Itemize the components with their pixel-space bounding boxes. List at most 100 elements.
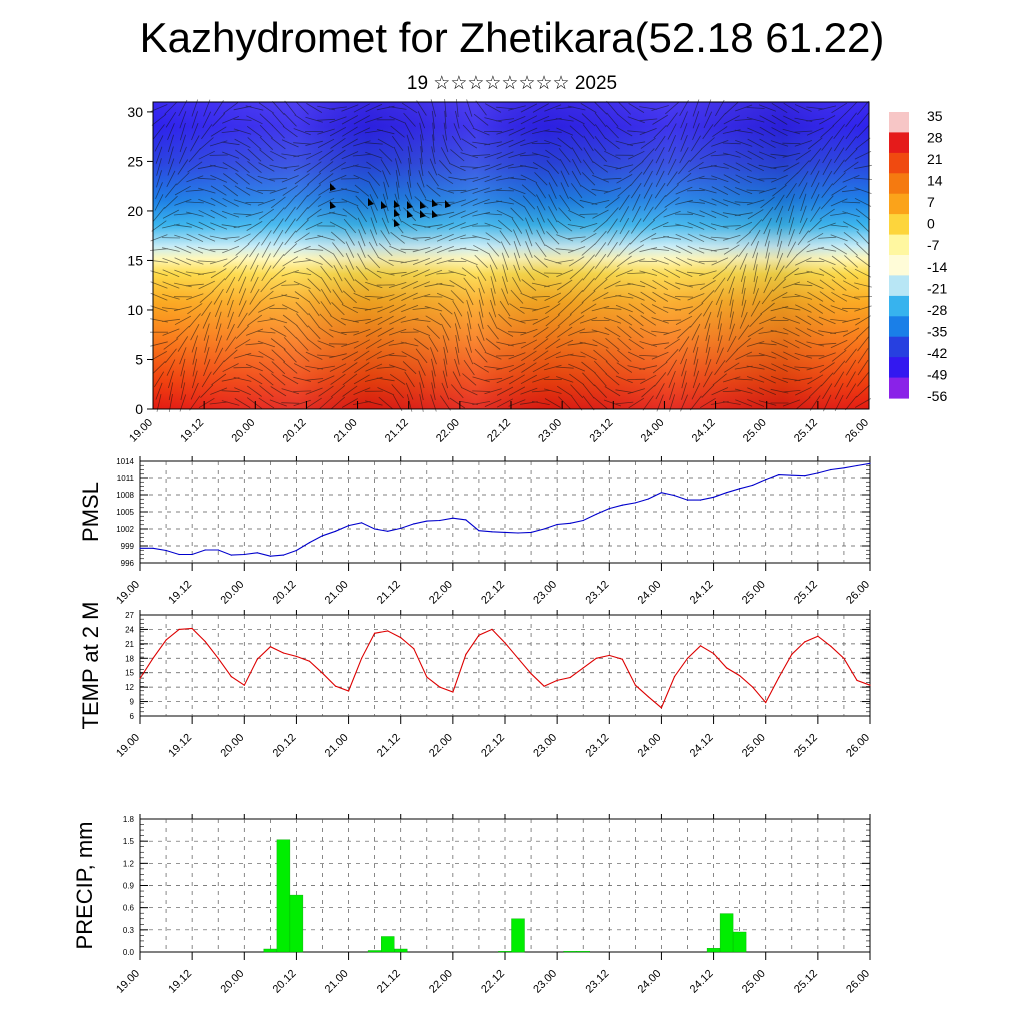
wind-barb (496, 327, 514, 337)
wind-barb (432, 134, 435, 153)
wind-barb (547, 170, 558, 187)
wind-barb (842, 293, 860, 300)
wind-barb (533, 338, 549, 350)
wind-barb (406, 134, 413, 153)
wind-barb (651, 248, 670, 251)
wind-barb (615, 269, 633, 277)
wind-barb (699, 270, 717, 276)
wind-barb (698, 177, 717, 180)
wind-barb (513, 264, 521, 282)
wind-barb (536, 194, 546, 211)
wind-barb (607, 229, 618, 246)
wind-barb (795, 257, 812, 266)
wind-barb (788, 205, 795, 224)
data-point (804, 641, 806, 643)
data-point (400, 527, 402, 530)
wind-barb (442, 335, 449, 353)
wind-barb (832, 172, 846, 186)
wind-barb (819, 362, 835, 374)
wind-barb (519, 319, 538, 322)
wind-barb (592, 161, 609, 173)
wind-barb (162, 257, 180, 265)
data-point (530, 531, 532, 534)
wind-barb (582, 124, 595, 139)
wind-barb (556, 385, 573, 397)
data-point (178, 553, 180, 556)
wind-barb (474, 254, 488, 268)
wind-barb (161, 318, 180, 322)
wind-barb (615, 401, 634, 405)
wind-barb (845, 136, 857, 151)
wind-barb (819, 208, 835, 220)
data-point (569, 522, 571, 524)
wind-arrow-marker (407, 210, 413, 218)
wind-barb (543, 388, 562, 394)
wind-barb (259, 373, 274, 386)
wind-barb (443, 122, 448, 141)
wind-barb (651, 304, 669, 314)
wind-arrow-marker (420, 210, 426, 218)
wind-barb (699, 234, 717, 242)
wind-barb (198, 233, 216, 242)
wind-barb (247, 231, 262, 245)
wind-barb (460, 187, 479, 194)
wind-barb (305, 140, 323, 146)
wind-barb (271, 361, 286, 375)
wind-barb (281, 175, 299, 183)
wind-barb (774, 265, 785, 282)
wind-barb (464, 111, 474, 128)
wind-barb (651, 268, 669, 278)
x-tick-label: 26.00 (843, 417, 871, 445)
wind-barb (806, 246, 825, 253)
colorbar-swatch (889, 132, 909, 154)
wind-barb (663, 256, 681, 266)
wind-barb (246, 397, 262, 409)
wind-barb (186, 233, 204, 242)
wind-barb (162, 209, 180, 219)
wind-barb (765, 240, 770, 259)
wind-barb (627, 351, 645, 360)
wind-barb (651, 317, 669, 324)
wind-barb (582, 277, 595, 293)
wind-barb (441, 382, 450, 400)
wind-barb (296, 324, 309, 340)
wind-barb (377, 339, 395, 349)
wind-barb (484, 366, 503, 370)
wind-barb (209, 401, 228, 405)
wind-barb (329, 221, 347, 231)
wind-barb (639, 365, 658, 370)
wind-barb (432, 122, 435, 141)
wind-barb (579, 317, 598, 324)
x-tick-label: 21.12 (375, 968, 403, 996)
wind-barb (750, 300, 761, 317)
wind-barb (296, 313, 309, 328)
panel-frame (139, 614, 871, 717)
wind-barb (460, 257, 478, 266)
wind-barb (258, 397, 275, 409)
wind-barb (617, 337, 632, 351)
wind-barb (675, 245, 693, 254)
wind-barb (545, 149, 561, 161)
wind-barb (448, 199, 467, 206)
wind-barb (414, 338, 429, 350)
data-point (413, 648, 415, 650)
wind-barb (246, 173, 263, 184)
wind-barb (604, 386, 621, 397)
wind-barb (567, 342, 586, 346)
wind-barb (818, 247, 837, 252)
wind-barb (667, 359, 677, 376)
x-tick-label: 20.00 (218, 732, 246, 760)
y-tick-label: 30 (127, 104, 143, 120)
wind-barb (282, 374, 299, 385)
wind-barb (186, 175, 204, 183)
wind-barb (257, 175, 276, 182)
wind-barb (198, 397, 215, 409)
wind-barb (746, 175, 765, 182)
wind-barb (201, 371, 212, 388)
wind-barb (367, 171, 381, 186)
wind-barb (258, 208, 275, 220)
wind-barb (451, 135, 463, 152)
wind-barb (201, 124, 213, 140)
wind-barb (627, 116, 645, 124)
wind-barb (842, 211, 860, 218)
